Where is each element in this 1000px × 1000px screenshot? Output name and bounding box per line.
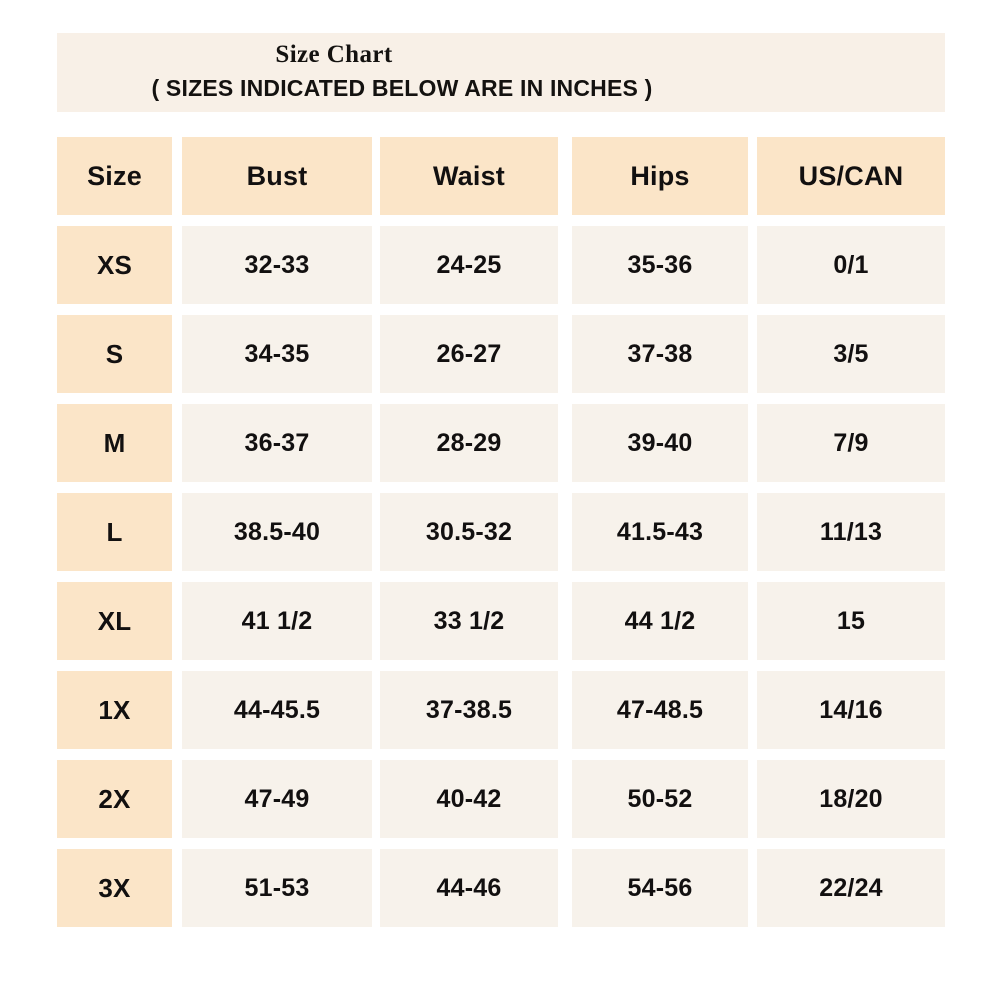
title-banner: Size Chart ( SIZES INDICATED BELOW ARE I…	[57, 33, 945, 112]
measurement-cell: 36-37	[182, 404, 372, 482]
column-header-size: Size	[57, 137, 172, 215]
size-label-cell: XL	[57, 582, 172, 660]
measurement-cell: 14/16	[757, 671, 945, 749]
size-label-cell: 2X	[57, 760, 172, 838]
measurement-cell: 35-36	[572, 226, 748, 304]
measurement-cell: 22/24	[757, 849, 945, 927]
measurement-cell: 54-56	[572, 849, 748, 927]
measurement-cell: 0/1	[757, 226, 945, 304]
measurement-cell: 28-29	[380, 404, 558, 482]
size-label-cell: 3X	[57, 849, 172, 927]
table-row: 2X 47-49 40-42 50-52 18/20	[57, 760, 945, 838]
size-label-cell: 1X	[57, 671, 172, 749]
measurement-cell: 37-38.5	[380, 671, 558, 749]
measurement-cell: 41.5-43	[572, 493, 748, 571]
measurement-cell: 34-35	[182, 315, 372, 393]
measurement-cell: 44-46	[380, 849, 558, 927]
column-header-hips: Hips	[572, 137, 748, 215]
table-header-row: Size Bust Waist Hips US/CAN	[57, 137, 945, 215]
measurement-cell: 44 1/2	[572, 582, 748, 660]
table-row: M 36-37 28-29 39-40 7/9	[57, 404, 945, 482]
table-row: XL 41 1/2 33 1/2 44 1/2 15	[57, 582, 945, 660]
size-label-cell: XS	[57, 226, 172, 304]
column-header-us-can: US/CAN	[757, 137, 945, 215]
size-label-cell: M	[57, 404, 172, 482]
size-label-cell: L	[57, 493, 172, 571]
measurement-cell: 33 1/2	[380, 582, 558, 660]
table-row: L 38.5-40 30.5-32 41.5-43 11/13	[57, 493, 945, 571]
measurement-cell: 47-48.5	[572, 671, 748, 749]
column-header-waist: Waist	[380, 137, 558, 215]
measurement-cell: 37-38	[572, 315, 748, 393]
measurement-cell: 30.5-32	[380, 493, 558, 571]
measurement-cell: 24-25	[380, 226, 558, 304]
table-row: S 34-35 26-27 37-38 3/5	[57, 315, 945, 393]
page-title: Size Chart	[275, 41, 393, 68]
column-header-bust: Bust	[182, 137, 372, 215]
table-row: 1X 44-45.5 37-38.5 47-48.5 14/16	[57, 671, 945, 749]
size-label-cell: S	[57, 315, 172, 393]
size-chart-table: Size Bust Waist Hips US/CAN XS 32-33 24-25 35-36…	[57, 137, 945, 927]
table-row: 3X 51-53 44-46 54-56 22/24	[57, 849, 945, 927]
measurement-cell: 47-49	[182, 760, 372, 838]
measurement-cell: 3/5	[757, 315, 945, 393]
measurement-cell: 11/13	[757, 493, 945, 571]
page-subtitle: ( SIZES INDICATED BELOW ARE IN INCHES )	[151, 75, 653, 101]
measurement-cell: 41 1/2	[182, 582, 372, 660]
measurement-cell: 44-45.5	[182, 671, 372, 749]
measurement-cell: 32-33	[182, 226, 372, 304]
measurement-cell: 51-53	[182, 849, 372, 927]
measurement-cell: 50-52	[572, 760, 748, 838]
measurement-cell: 18/20	[757, 760, 945, 838]
measurement-cell: 15	[757, 582, 945, 660]
table-row: XS 32-33 24-25 35-36 0/1	[57, 226, 945, 304]
measurement-cell: 40-42	[380, 760, 558, 838]
measurement-cell: 38.5-40	[182, 493, 372, 571]
measurement-cell: 39-40	[572, 404, 748, 482]
measurement-cell: 7/9	[757, 404, 945, 482]
measurement-cell: 26-27	[380, 315, 558, 393]
